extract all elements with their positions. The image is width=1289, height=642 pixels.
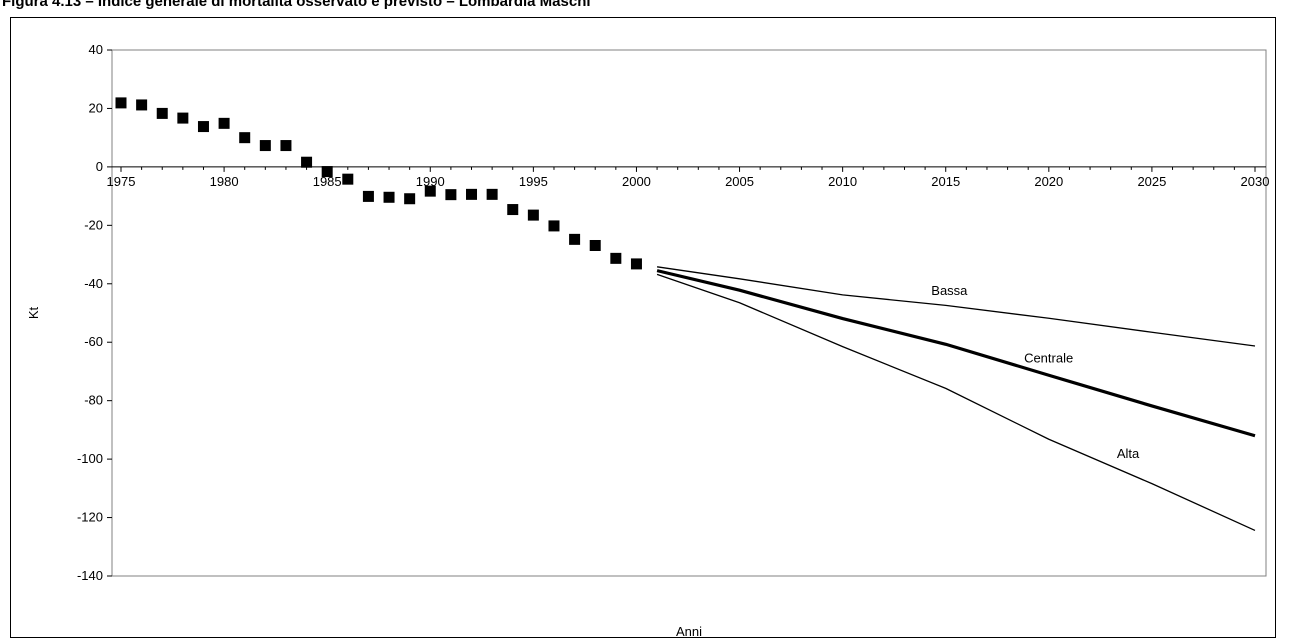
plot-area <box>111 49 1267 577</box>
observed-point <box>259 140 271 152</box>
x-axis: 1975 1980 1985 1990 1995 2000 2005 2010 2015 2020… <box>107 166 1270 189</box>
observed-point <box>486 188 498 200</box>
observed-point <box>218 117 230 129</box>
y-tick-label: 20 <box>89 100 103 115</box>
y-tick-label: 0 <box>96 159 103 174</box>
observed-point <box>589 239 601 251</box>
observed-point <box>136 99 148 111</box>
x-tick-label: 1980 <box>210 174 239 189</box>
x-tick-label: 1985 <box>313 174 342 189</box>
observed-point <box>548 220 560 232</box>
observed-point <box>362 190 374 202</box>
x-tick-label: 1995 <box>519 174 548 189</box>
y-tick-label: -60 <box>84 334 103 349</box>
x-tick-label: 2020 <box>1034 174 1063 189</box>
observed-points <box>115 97 642 270</box>
y-tick-label: -140 <box>77 568 103 583</box>
observed-point <box>342 173 354 185</box>
series-layer: Bassa Centrale Alta <box>656 266 1256 532</box>
y-tick-label: 40 <box>89 42 103 57</box>
observed-point <box>404 193 416 205</box>
series-line-bassa <box>656 266 1256 347</box>
observed-point <box>507 204 519 216</box>
observed-point <box>301 156 313 168</box>
observed-point <box>321 166 333 178</box>
observed-point <box>197 121 209 133</box>
observed-point <box>569 233 581 245</box>
observed-point <box>610 252 622 264</box>
x-tick-label: 2000 <box>622 174 651 189</box>
y-axis-title: Kt <box>26 306 41 319</box>
x-tick-label: 1990 <box>416 174 445 189</box>
x-axis-title: Anni <box>676 624 702 639</box>
x-tick-label: 2010 <box>828 174 857 189</box>
observed-point <box>156 107 168 119</box>
observed-point <box>280 140 292 152</box>
y-tick-label: -80 <box>84 393 103 408</box>
y-tick-label: -100 <box>77 451 103 466</box>
series-line-alta <box>656 273 1256 532</box>
y-tick-label: -120 <box>77 510 103 525</box>
y-axis: 40 20 0 -20 -40 -60 -80 -100 -120 -140 <box>77 42 112 583</box>
series-label-bassa: Bassa <box>931 283 968 298</box>
series-label-centrale: Centrale <box>1024 350 1073 365</box>
observed-point <box>527 209 539 221</box>
observed-point <box>445 189 457 201</box>
chart-frame <box>10 17 1276 638</box>
x-tick-label: 2030 <box>1241 174 1270 189</box>
observed-point <box>424 185 436 197</box>
x-tick-label: 2005 <box>725 174 754 189</box>
figure-title: Figura 4.13 – Indice generale di mortali… <box>2 0 591 10</box>
observed-point <box>115 97 127 109</box>
x-tick-label: 1975 <box>107 174 136 189</box>
observed-point <box>383 191 395 203</box>
observed-point <box>239 132 251 144</box>
observed-point <box>630 258 642 270</box>
observed-point <box>466 188 478 200</box>
x-tick-label: 2015 <box>931 174 960 189</box>
y-tick-label: -40 <box>84 276 103 291</box>
observed-point <box>177 112 189 124</box>
series-line-centrale <box>656 269 1256 438</box>
series-label-alta: Alta <box>1117 446 1140 461</box>
x-tick-label: 2025 <box>1137 174 1166 189</box>
y-tick-label: -20 <box>84 217 103 232</box>
